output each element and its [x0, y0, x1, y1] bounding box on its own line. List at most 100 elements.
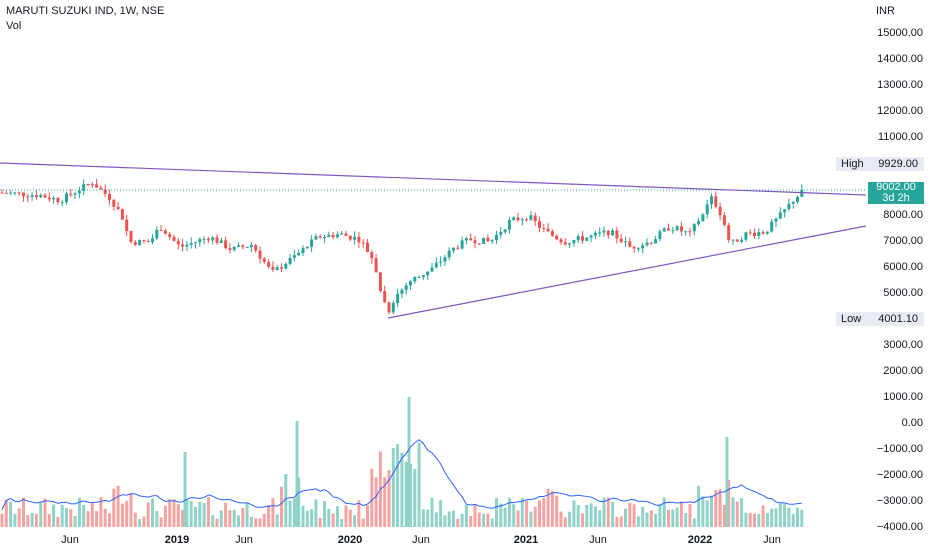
candle-body [783, 209, 787, 213]
volume-bar [43, 498, 47, 527]
candle-body [56, 198, 60, 203]
candle-body [258, 250, 262, 259]
volume-bar [224, 502, 228, 527]
candle-body [211, 237, 215, 241]
volume-bar [563, 517, 567, 527]
candle-body [340, 233, 344, 235]
candle-body [189, 243, 193, 245]
resistance-trendline [0, 162, 867, 196]
volume-bar [65, 508, 68, 527]
candle-body [507, 220, 511, 230]
volume-bar [770, 508, 774, 527]
candle-body [559, 239, 563, 243]
candle-body [310, 239, 314, 247]
volume-bar [456, 518, 460, 527]
candle-body [95, 184, 99, 188]
candle-body [714, 196, 718, 207]
volume-bar [335, 506, 339, 527]
time-axis-label: Jun [235, 534, 253, 546]
volume-bar [314, 499, 318, 527]
volume-bar [183, 452, 187, 527]
volume-bar [297, 477, 301, 527]
volume-bar [125, 500, 129, 527]
candle-body [194, 242, 197, 244]
volume-bar [507, 497, 511, 527]
candle-body [159, 229, 163, 231]
candle-body [477, 243, 481, 245]
candle-body [17, 192, 21, 194]
price-axis-label: 2000.00 [883, 365, 923, 377]
candle-body [486, 237, 490, 242]
volume-bar [735, 501, 739, 527]
volume-bar [370, 468, 374, 527]
price-axis-label: 0.00 [901, 417, 923, 429]
volume-bar [13, 513, 17, 527]
volume-bar [211, 515, 215, 527]
volume-bar [602, 497, 606, 527]
volume-bar [95, 511, 99, 527]
candle-body [791, 201, 795, 204]
candle-body [112, 199, 116, 207]
price-axis-label: 8000.00 [883, 209, 923, 221]
candle-body [9, 192, 13, 194]
candle-body [198, 239, 202, 243]
volume-bar [447, 511, 451, 527]
time-axis-label: 2022 [687, 534, 713, 546]
volume-bar [606, 497, 610, 527]
candle-body [163, 230, 167, 235]
volume-bar [407, 397, 411, 527]
volume-bar [391, 448, 395, 527]
candle-body [520, 219, 524, 221]
candle-body [305, 246, 309, 249]
volume-bar [589, 503, 593, 527]
volume-bar [464, 505, 468, 527]
volume-bar [232, 509, 236, 527]
candle-body [237, 245, 240, 247]
candle-body [456, 247, 460, 249]
candle-body [82, 184, 86, 191]
candle-body [778, 212, 782, 219]
volume-bar [581, 513, 584, 527]
candle-body [69, 193, 73, 195]
candle-body [43, 195, 47, 198]
candle-body [662, 228, 666, 232]
volume-bar [697, 485, 701, 527]
candle-body [675, 226, 679, 231]
candle-body [228, 248, 232, 250]
candle-body [335, 234, 339, 238]
volume-bar [753, 513, 756, 527]
candle-body [185, 244, 189, 247]
volume-bar [800, 509, 804, 527]
volume-bar [129, 493, 133, 527]
price-axis-label: −4000.00 [876, 521, 923, 533]
volume-bar [77, 497, 81, 527]
candle-body [753, 232, 756, 237]
volume-bar [705, 500, 709, 527]
candle-body [770, 221, 774, 232]
volume-bar [783, 504, 787, 527]
candle-body [409, 281, 412, 286]
volume-bar [542, 498, 546, 527]
candle-body [288, 257, 292, 264]
candle-body [383, 291, 387, 303]
candle-body [796, 196, 799, 202]
volume-bar [39, 501, 43, 527]
candle-body [73, 193, 77, 195]
candle-body [443, 257, 447, 262]
volume-bar [168, 499, 172, 527]
volume-bar [344, 505, 348, 527]
candle-body [396, 293, 400, 304]
volume-bar [688, 504, 692, 527]
volume-bar [645, 512, 649, 527]
volume-bar [258, 518, 262, 527]
volume-bar [550, 491, 554, 527]
volume-bar [525, 500, 529, 527]
candle-body [765, 231, 769, 234]
candle-body [133, 242, 137, 245]
candle-body [533, 215, 537, 222]
volume-bar [671, 509, 675, 527]
high-marker: High 9929.00 [836, 157, 924, 171]
candle-body [628, 241, 632, 247]
volume-bar [426, 509, 430, 527]
